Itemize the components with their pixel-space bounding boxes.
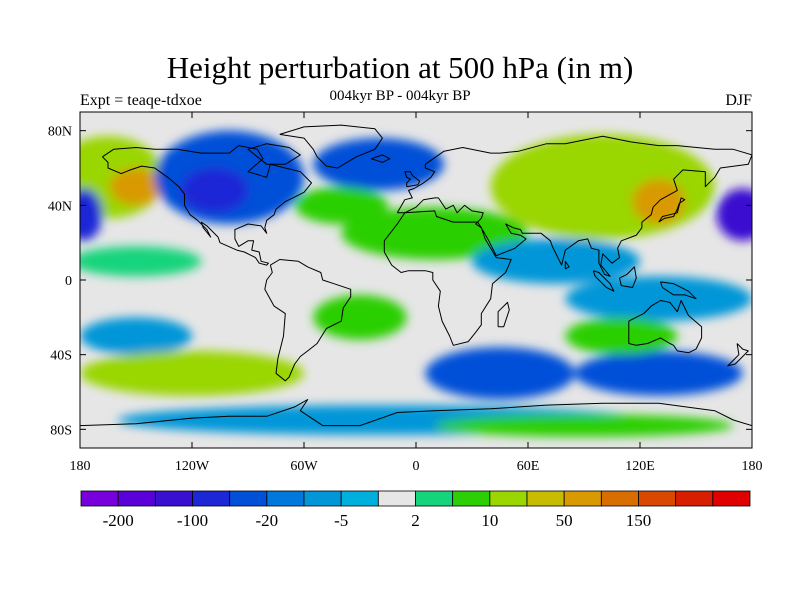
colorbar-swatch: [526, 490, 565, 507]
coastline-madagascar: [497, 301, 510, 328]
colorbar-label: -5: [334, 511, 348, 530]
colorbar-swatch: [303, 490, 342, 507]
colorbar-swatch: [266, 490, 305, 507]
map-title: Height perturbation at 500 hPa (in m): [166, 50, 634, 85]
lon-tick-label: 120W: [175, 459, 210, 474]
colorbar-swatch: [600, 490, 639, 507]
field-blob-2: [80, 188, 103, 241]
lon-tick-label: 120E: [625, 459, 655, 474]
field-blob-5: [180, 168, 248, 213]
lat-tick-label: 80N: [48, 125, 72, 140]
experiment-label: Expt = teaqe-tdxoe: [80, 92, 202, 109]
coastline-iceland: [371, 154, 391, 163]
colorbar-swatch: [192, 490, 231, 507]
colorbar-label: -100: [177, 511, 208, 530]
lon-tick-label: 180: [742, 459, 763, 474]
colorbar-swatch: [229, 490, 268, 507]
field-blob-8: [341, 207, 528, 260]
colorbar: -200 -100 -20 -5 2 10 50 150: [80, 490, 751, 530]
coastline-sri-lanka: [564, 261, 570, 270]
colorbar-label: 2: [411, 511, 420, 530]
field-blob-19: [565, 317, 678, 355]
lon-tick-label: 0: [413, 459, 420, 474]
lat-tick-label: 0: [65, 274, 72, 289]
colorbar-swatch: [154, 490, 193, 507]
field-blob-18: [574, 350, 743, 396]
coastline-new-zealand: [727, 343, 749, 367]
lat-tick-label: 40N: [48, 199, 72, 214]
coastline-north-america: [102, 145, 312, 266]
colorbar-swatch: [712, 490, 751, 507]
coastline-uk: [404, 171, 421, 188]
period-label: 004kyr BP - 004kyr BP: [329, 88, 471, 104]
colorbar-swatch: [117, 490, 156, 507]
field-blob-1: [109, 168, 163, 206]
coastline-greenland: [279, 124, 383, 169]
colorbar-swatch: [80, 490, 119, 507]
field-blob-14: [80, 317, 192, 355]
lat-tick-label: 80S: [50, 423, 72, 438]
colorbar-label: 150: [626, 511, 652, 530]
coastline-south-america: [264, 259, 352, 382]
coastline-japan: [658, 197, 686, 223]
colorbar-swatch: [415, 490, 454, 507]
coastline-africa: [383, 210, 512, 346]
coastline-baffin: [247, 143, 301, 165]
colorbar-label: -200: [103, 511, 134, 530]
field-blob-3: [716, 188, 752, 241]
coastline-new-guinea: [660, 281, 697, 300]
colorbar-swatch: [340, 490, 379, 507]
colorbar-swatch: [638, 490, 677, 507]
colorbar-label: 50: [556, 511, 573, 530]
lon-tick-label: 60W: [290, 459, 318, 474]
field-blob-16: [313, 294, 407, 340]
coastline-borneo: [619, 266, 637, 288]
colorbar-swatch: [377, 490, 416, 507]
map-axes: 180 120W 60W 0 60E 120E 180 80N 40N 0 40S 80S: [48, 112, 763, 474]
height-field: [80, 112, 752, 448]
coastline-sumatra: [592, 270, 615, 292]
field-blob-17: [425, 347, 575, 400]
coastline-australia: [628, 300, 703, 354]
lat-tick-label: 40S: [50, 349, 72, 364]
coastlines: [80, 124, 752, 427]
field-blob-13: [80, 246, 202, 277]
field-blob-6: [313, 138, 444, 191]
colorbar-label: -20: [255, 511, 278, 530]
coastline-eurasia-africa: [396, 135, 752, 277]
colorbar-swatch: [675, 490, 714, 507]
field-blob-15: [80, 350, 304, 396]
colorbar-swatch: [452, 490, 491, 507]
colorbar-swatch: [489, 490, 528, 507]
coastline-antarctica: [80, 399, 752, 427]
field-blob-21: [434, 414, 734, 437]
field-blob-12: [565, 276, 752, 322]
colorbar-label: 10: [481, 511, 498, 530]
colorbar-swatch: [563, 490, 602, 507]
lon-tick-label: 60E: [517, 459, 540, 474]
season-label: DJF: [725, 92, 752, 109]
field-blob-7: [294, 186, 389, 224]
lon-tick-label: 180: [70, 459, 91, 474]
